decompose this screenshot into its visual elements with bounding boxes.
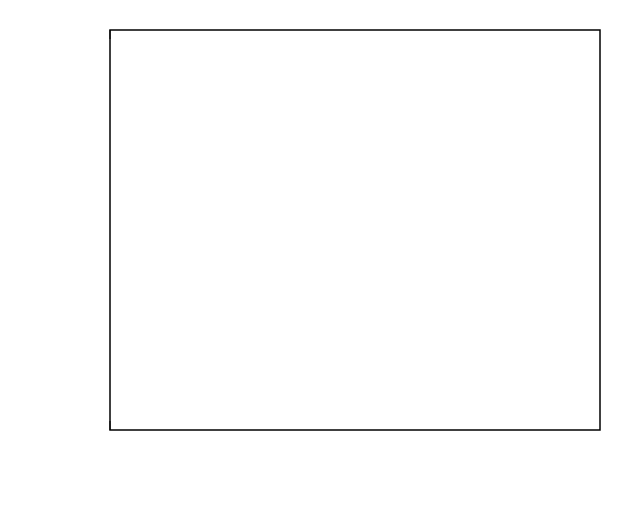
anisotropy-chart <box>0 0 628 521</box>
plot-frame <box>110 30 600 430</box>
